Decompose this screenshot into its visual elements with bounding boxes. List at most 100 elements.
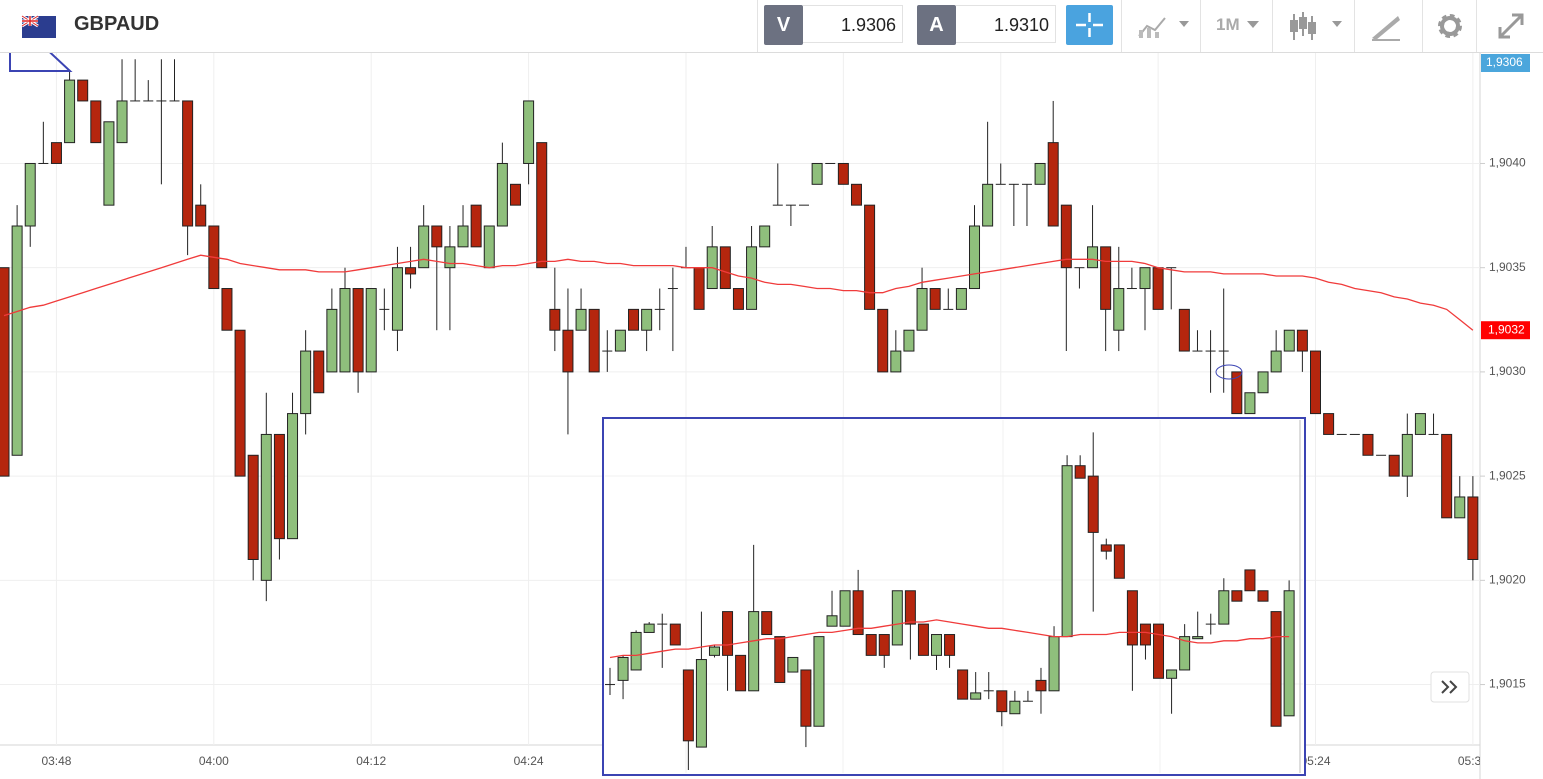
candle-body <box>891 590 903 646</box>
candle-body <box>470 204 482 248</box>
y-tick-label: 1,9035 <box>1489 260 1526 274</box>
candle-body <box>787 656 799 673</box>
candle-body <box>1283 590 1295 717</box>
candle-body <box>1113 544 1125 579</box>
candle-body <box>1087 475 1099 533</box>
candle-body <box>1178 308 1190 352</box>
candle-body <box>1441 433 1453 519</box>
candle-body <box>352 288 364 373</box>
candle-body <box>90 100 102 144</box>
separator <box>1121 0 1122 52</box>
candle-body <box>1231 590 1243 602</box>
candle-body <box>1244 392 1256 415</box>
candle-body <box>904 590 916 625</box>
x-tick-group: 03:48 <box>41 754 71 768</box>
candle-body <box>826 615 838 627</box>
candle-body <box>839 590 851 627</box>
y-tick-label: 1,9020 <box>1489 573 1526 587</box>
candle-body <box>50 142 62 164</box>
candle-body <box>617 656 629 681</box>
settings-icon[interactable] <box>1433 9 1467 43</box>
candle-body <box>509 183 521 206</box>
candle-body <box>116 100 128 144</box>
candle-body <box>669 623 681 646</box>
candle-body <box>695 659 707 748</box>
candle-body <box>719 246 731 290</box>
x-tick-group: 04:12 <box>356 754 386 768</box>
scroll-right-button[interactable] <box>1430 671 1470 703</box>
candle-body <box>929 288 941 310</box>
candle-body <box>247 454 259 560</box>
candle-body <box>195 204 207 227</box>
candle-body <box>1166 669 1178 679</box>
x-tick-label: 03:48 <box>41 754 71 768</box>
top-price-tag <box>1481 54 1530 72</box>
candle-body <box>1126 590 1138 646</box>
candle-body <box>643 623 655 633</box>
separator <box>1272 0 1273 52</box>
crosshair-button[interactable] <box>1066 5 1113 45</box>
candle-body <box>1087 246 1099 269</box>
sell-price[interactable]: 1.9306 <box>803 5 903 43</box>
candle-body <box>24 162 36 227</box>
candle-body <box>774 636 786 683</box>
candle-body <box>1074 465 1086 479</box>
candle-body <box>761 611 773 636</box>
candle-body <box>1009 700 1021 715</box>
symbol[interactable]: GBPAUD <box>74 13 160 35</box>
candle-body <box>313 350 325 394</box>
candle-body <box>944 634 956 656</box>
candle-body <box>182 100 194 227</box>
candle-body <box>405 267 417 275</box>
candle-body <box>326 308 338 373</box>
candle-body <box>955 288 967 310</box>
candle-body <box>1139 267 1151 290</box>
candle-body <box>748 611 760 692</box>
y-tick-label: 1,9030 <box>1489 364 1526 378</box>
candle-type-icon[interactable] <box>1286 10 1346 44</box>
candle-body <box>903 329 915 352</box>
timeframe-caret <box>1247 21 1259 28</box>
candle-body <box>1113 288 1125 331</box>
candle-body <box>64 79 76 144</box>
candle-body <box>708 646 720 656</box>
candle-body <box>759 225 771 248</box>
candle-body <box>982 183 994 227</box>
candle-body <box>11 225 23 456</box>
candle-body <box>483 225 495 269</box>
candle-body <box>1153 623 1165 679</box>
candle-body <box>1283 329 1295 352</box>
sell-button[interactable]: V <box>764 5 803 45</box>
draw-icon[interactable] <box>1368 10 1408 44</box>
candle-body <box>260 433 272 581</box>
x-tick-label: 04:00 <box>199 754 229 768</box>
buy-price[interactable]: 1.9310 <box>956 5 1056 43</box>
candle-body <box>1467 496 1479 560</box>
buy-button[interactable]: A <box>917 5 956 45</box>
candle-body <box>800 669 812 727</box>
candle-body <box>523 100 535 164</box>
fullscreen-icon[interactable] <box>1494 9 1528 43</box>
chart-type-icon[interactable] <box>1135 12 1195 42</box>
y-tick-label: 1,9040 <box>1489 156 1526 170</box>
candle-body <box>496 162 508 227</box>
candle-body <box>1034 162 1046 185</box>
flag-icon <box>21 14 56 38</box>
candle-body <box>1152 267 1164 310</box>
price-tag <box>1481 321 1530 340</box>
candle-body <box>339 288 351 373</box>
x-tick-group: 05:36 <box>1458 754 1480 768</box>
inset-frame <box>602 417 1306 776</box>
candle-body <box>77 79 89 102</box>
candle-body <box>1047 142 1059 227</box>
candle-body <box>1061 465 1073 638</box>
candle-body <box>1323 413 1335 435</box>
separator <box>1200 0 1201 52</box>
candle-body <box>890 350 902 373</box>
candle-body <box>1454 496 1466 519</box>
candle-body <box>1257 371 1269 394</box>
drawing-ellipse[interactable] <box>1215 364 1243 380</box>
timeframe[interactable]: 1M <box>1216 15 1240 34</box>
candle-body <box>931 634 942 656</box>
y-tick-label: 1,9025 <box>1489 468 1526 482</box>
